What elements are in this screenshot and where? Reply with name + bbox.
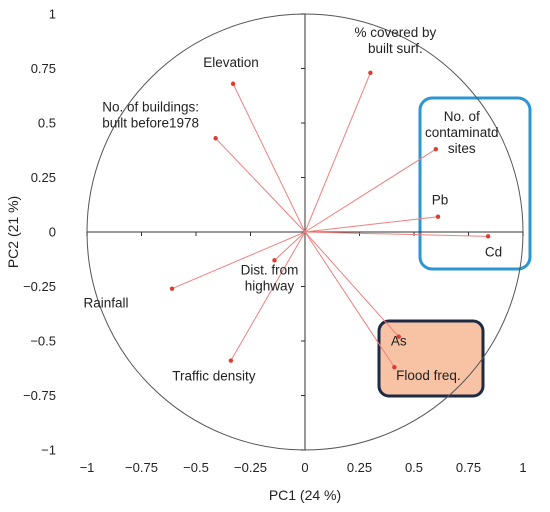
variable-label: Cd xyxy=(485,244,502,259)
loading-point xyxy=(169,286,175,291)
x-tick-label: −1 xyxy=(80,460,95,475)
variable-label-line: Dist. from xyxy=(241,262,299,277)
variable-label-line: As xyxy=(391,334,407,349)
variable-label: Rainfall xyxy=(84,296,129,311)
variable-label-line: No. of buildings: xyxy=(102,99,199,114)
loading-vector xyxy=(230,231,306,361)
y-tick-label: 0.5 xyxy=(38,116,56,131)
variable-label-line: contaminatd xyxy=(425,125,499,140)
variable-label-line: Pb xyxy=(432,193,449,208)
loading-vector xyxy=(304,216,439,233)
x-tick-label: 0 xyxy=(301,460,308,475)
x-tick-label: 0.5 xyxy=(405,460,423,475)
loading-vector xyxy=(215,137,306,233)
variable-label-line: Traffic density xyxy=(172,369,256,384)
variable-label: Flood freq. xyxy=(396,368,461,383)
loading-vector xyxy=(304,231,395,368)
loading-vector xyxy=(171,231,306,290)
x-tick-label: 0.75 xyxy=(456,460,481,475)
x-tick-label: −0.5 xyxy=(183,460,209,475)
variable-label-line: % covered by xyxy=(355,25,437,40)
variable-label-line: built surf. xyxy=(368,41,423,56)
variable-label-line: built before1978 xyxy=(102,115,199,130)
variable-label-line: Elevation xyxy=(203,55,259,70)
loading-point xyxy=(392,364,397,370)
variable-label-line: Flood freq. xyxy=(396,368,461,383)
loading-point xyxy=(228,358,234,363)
loading-point xyxy=(435,214,441,219)
variable-label: As xyxy=(391,334,407,349)
loading-vector xyxy=(304,72,371,233)
y-tick-label: −0.75 xyxy=(23,388,56,403)
loading-point xyxy=(485,234,491,239)
loading-point xyxy=(230,81,236,86)
loading-point xyxy=(213,136,218,141)
loading-point xyxy=(272,258,277,263)
y-tick-label: −1 xyxy=(41,443,56,458)
loading-vector xyxy=(304,148,437,233)
variable-label: Dist. from highway xyxy=(241,262,299,293)
y-tick-label: 0 xyxy=(49,225,56,240)
loading-vector xyxy=(274,231,306,261)
y-tick-label: 1 xyxy=(49,7,56,22)
variable-label-line: highway xyxy=(245,278,295,293)
y-tick-label: −0.5 xyxy=(30,334,56,349)
x-axis-title: PC1 (24 %) xyxy=(269,487,341,503)
variable-label: No. of buildings: built before1978 xyxy=(102,99,199,130)
y-tick-label: −0.25 xyxy=(23,279,56,294)
y-axis-title: PC2 (21 %) xyxy=(5,196,21,268)
loading-vector xyxy=(304,231,489,237)
x-tick-label: −0.25 xyxy=(234,460,267,475)
y-tick-label: 0.25 xyxy=(31,170,56,185)
loading-vector xyxy=(232,83,306,233)
loading-point xyxy=(433,146,438,152)
variable-label: Traffic density xyxy=(172,369,256,384)
loading-point xyxy=(396,334,401,339)
variable-label: Elevation xyxy=(203,55,259,70)
y-tick-label: 0.75 xyxy=(31,61,56,76)
variable-label: No. of contaminatd sites xyxy=(425,109,499,156)
x-tick-label: −0.75 xyxy=(125,460,158,475)
variable-label-line: No. of xyxy=(444,109,480,124)
variable-label: Pb xyxy=(432,193,449,208)
blue-highlight-box xyxy=(418,96,532,271)
variable-label: % covered by built surf. xyxy=(355,25,437,56)
loading-vector xyxy=(304,231,400,337)
variable-label-line: Rainfall xyxy=(84,296,129,311)
loading-point xyxy=(368,70,373,76)
x-tick-label: 0.25 xyxy=(347,460,372,475)
variable-label-line: sites xyxy=(448,141,476,156)
x-tick-label: 1 xyxy=(519,460,526,475)
variable-label-line: Cd xyxy=(485,244,502,259)
